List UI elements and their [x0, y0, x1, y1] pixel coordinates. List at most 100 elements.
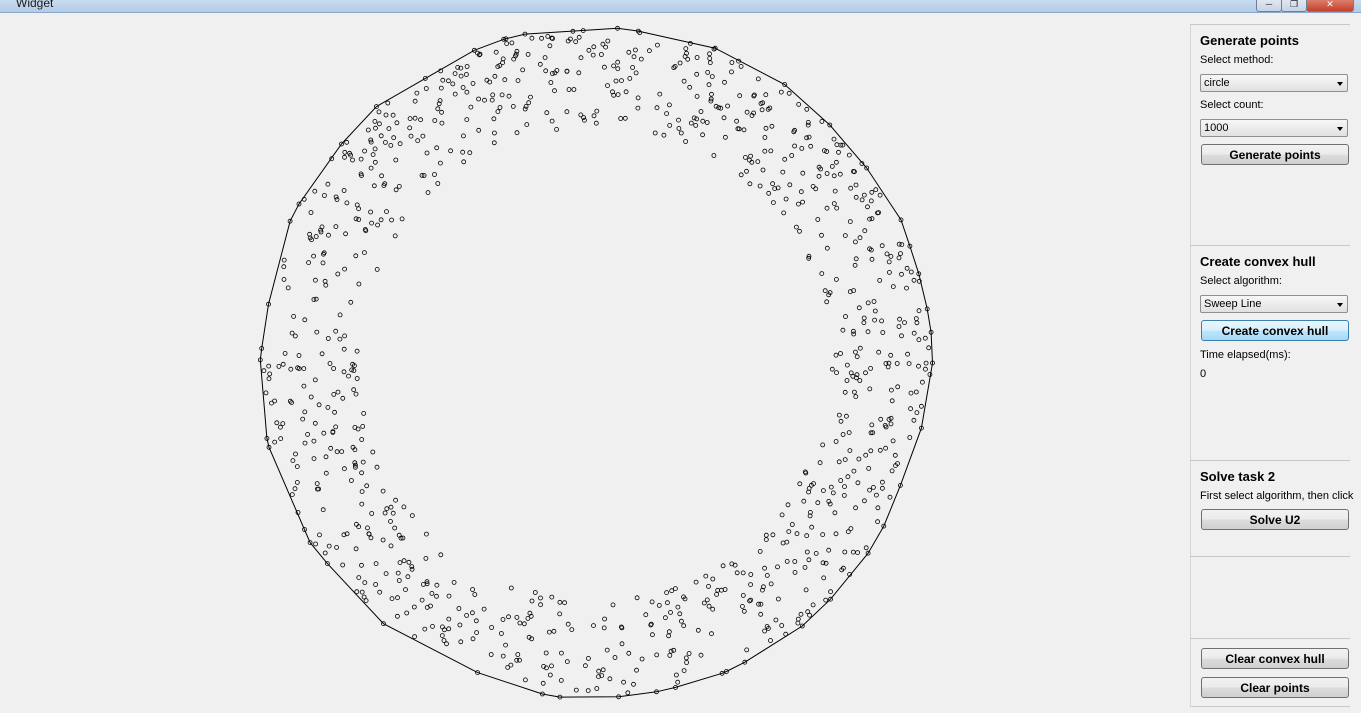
point — [508, 585, 514, 591]
point — [830, 490, 836, 496]
point — [707, 51, 712, 57]
point — [873, 187, 879, 193]
point — [908, 406, 913, 412]
point — [412, 115, 418, 121]
point — [846, 152, 852, 158]
point — [472, 592, 478, 597]
point — [527, 610, 533, 616]
point — [411, 604, 417, 610]
point — [913, 316, 919, 322]
point — [748, 572, 754, 577]
point — [393, 497, 399, 503]
point — [510, 104, 516, 109]
point — [302, 527, 307, 532]
point — [736, 126, 742, 132]
clear-points-button[interactable]: Clear points — [1201, 677, 1349, 698]
point — [760, 587, 765, 593]
point — [888, 253, 894, 259]
point — [879, 243, 885, 249]
point — [758, 611, 764, 617]
point — [267, 371, 273, 377]
point — [674, 672, 679, 678]
point — [351, 387, 357, 393]
point — [368, 139, 374, 145]
point — [914, 410, 920, 416]
point — [500, 56, 506, 62]
point — [894, 361, 900, 366]
solve-u2-button[interactable]: Solve U2 — [1201, 509, 1349, 530]
point — [342, 149, 348, 155]
algorithm-select[interactable]: Sweep Line — [1200, 295, 1348, 313]
point — [323, 470, 329, 476]
point — [376, 121, 382, 127]
point — [820, 532, 826, 537]
point — [388, 518, 393, 524]
point — [434, 593, 439, 599]
point — [489, 97, 495, 103]
point — [514, 130, 520, 136]
point — [596, 674, 601, 679]
point — [672, 64, 678, 69]
count-select[interactable]: 1000 — [1200, 119, 1348, 137]
point — [368, 209, 374, 215]
point — [393, 187, 399, 193]
maximize-button[interactable]: ❐ — [1281, 0, 1307, 12]
point — [591, 113, 597, 119]
point — [706, 584, 711, 589]
point — [840, 432, 846, 437]
point — [763, 92, 769, 98]
point — [881, 523, 887, 529]
create-convex-hull-button[interactable]: Create convex hull — [1201, 320, 1349, 341]
point — [827, 122, 833, 128]
minimize-button[interactable]: ─ — [1256, 0, 1282, 12]
point — [503, 642, 509, 648]
point — [856, 456, 862, 462]
point — [359, 437, 365, 442]
point — [704, 120, 710, 125]
point — [502, 77, 508, 83]
point — [464, 613, 470, 618]
point — [565, 621, 571, 627]
drawing-canvas[interactable] — [0, 13, 1185, 713]
point — [261, 368, 267, 374]
point — [782, 82, 788, 87]
point — [625, 690, 631, 696]
point — [813, 551, 819, 556]
point — [500, 617, 506, 622]
point — [312, 188, 318, 194]
point — [639, 656, 645, 662]
point — [287, 398, 293, 404]
point — [437, 160, 443, 166]
point — [605, 38, 611, 44]
point — [768, 148, 774, 154]
point — [840, 142, 846, 148]
clear-convex-hull-button[interactable]: Clear convex hull — [1201, 648, 1349, 669]
method-select[interactable]: circle — [1200, 74, 1348, 92]
point — [374, 266, 380, 272]
point — [687, 84, 693, 90]
point — [654, 652, 660, 658]
point — [348, 152, 354, 158]
point — [747, 181, 753, 187]
point — [422, 76, 428, 81]
point — [657, 91, 663, 97]
close-button[interactable]: ✕ — [1306, 0, 1354, 12]
point — [713, 103, 719, 109]
point — [770, 532, 776, 538]
point — [593, 120, 599, 126]
point — [317, 532, 322, 538]
point — [311, 438, 317, 444]
point — [514, 615, 520, 620]
point — [851, 168, 856, 174]
point — [316, 402, 322, 408]
point — [613, 78, 619, 84]
point — [627, 76, 633, 81]
point — [392, 525, 398, 531]
generate-points-button[interactable]: Generate points — [1201, 144, 1349, 165]
point — [552, 88, 557, 94]
point — [506, 614, 511, 620]
point — [838, 351, 843, 356]
point — [325, 336, 331, 341]
point — [667, 123, 673, 128]
point — [714, 592, 719, 597]
